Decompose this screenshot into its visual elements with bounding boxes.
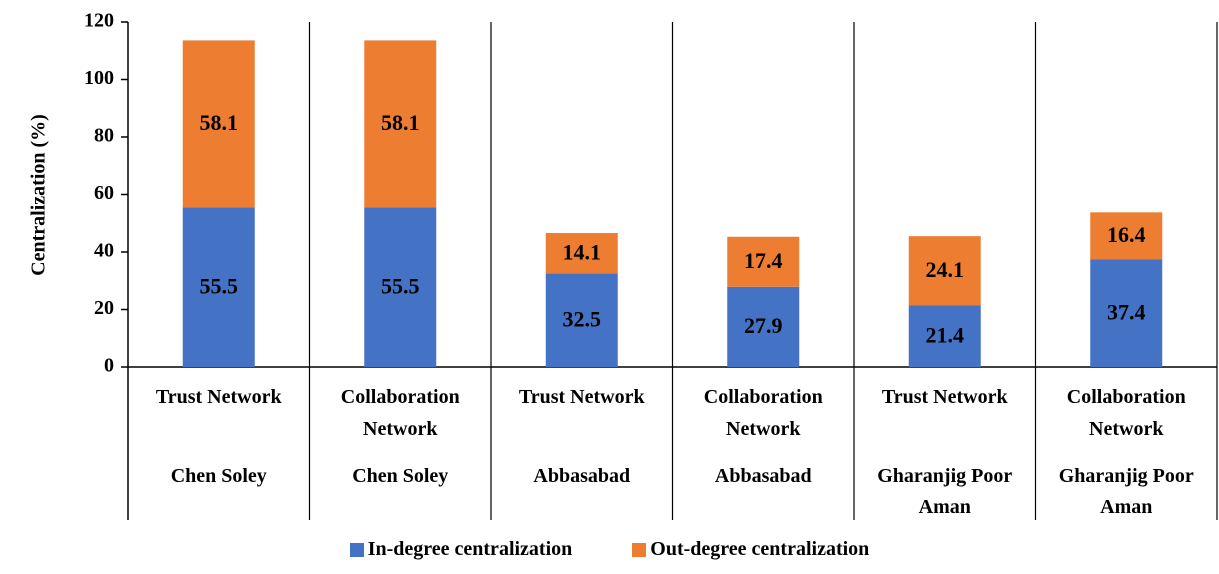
value-label: 58.1 <box>200 110 239 135</box>
category-label: Trust Network <box>155 386 282 408</box>
value-label: 58.1 <box>381 110 420 135</box>
value-label: 37.4 <box>1107 299 1146 324</box>
y-axis-label: Centralization (%) <box>28 114 50 276</box>
bar-segment <box>545 233 618 274</box>
y-tick-label: 40 <box>94 240 114 262</box>
bar-segment <box>727 286 800 367</box>
group-label: Gharanjig Poor Aman <box>877 465 1013 518</box>
bar-segment <box>545 273 618 367</box>
value-label: 14.1 <box>563 239 602 264</box>
value-label: 27.9 <box>744 313 783 338</box>
value-label: 55.5 <box>200 273 239 298</box>
value-label: 55.5 <box>381 273 420 298</box>
bar-segment <box>182 40 255 208</box>
bar-segment <box>908 236 981 306</box>
bar-segment <box>1090 259 1163 367</box>
legend-label: In-degree centralization <box>367 538 573 560</box>
bar-segment <box>182 207 255 367</box>
category-label: Trust Network <box>881 386 1008 408</box>
y-tick-label: 60 <box>94 182 114 204</box>
group-label: Chen Soley <box>170 465 267 487</box>
value-label: 17.4 <box>744 248 783 273</box>
legend: In-degree centralization Out-degree centr… <box>0 538 1219 561</box>
y-tick-label: 80 <box>94 125 114 147</box>
value-label: 21.4 <box>926 322 965 347</box>
group-label: Abbasabad <box>714 465 812 487</box>
bar-segment <box>364 40 437 208</box>
legend-item: In-degree centralization <box>349 538 573 561</box>
value-label: 24.1 <box>926 257 965 282</box>
bar-segment <box>364 207 437 367</box>
y-tick-label: 20 <box>94 297 114 319</box>
y-tick-label: 0 <box>104 355 114 377</box>
value-label: 16.4 <box>1107 222 1146 247</box>
legend-swatch <box>632 542 647 557</box>
y-tick-label: 100 <box>84 67 114 89</box>
bar-segment <box>908 305 981 367</box>
bar-segment <box>1090 212 1163 260</box>
group-label: Chen Soley <box>352 465 449 487</box>
category-label: Collaboration Network <box>1066 386 1186 440</box>
y-tick-label: 120 <box>84 10 114 32</box>
group-label: Gharanjig Poor Aman <box>1058 465 1194 518</box>
category-label: Trust Network <box>518 386 645 408</box>
legend-label: Out-degree centralization <box>650 538 870 560</box>
bar-segment <box>727 236 800 287</box>
group-label: Abbasabad <box>533 465 631 487</box>
legend-item: Out-degree centralization <box>632 538 869 561</box>
category-label: Collaboration Network <box>340 386 460 440</box>
category-label: Collaboration Network <box>703 386 823 440</box>
legend-swatch <box>349 542 364 557</box>
value-label: 32.5 <box>563 306 602 331</box>
